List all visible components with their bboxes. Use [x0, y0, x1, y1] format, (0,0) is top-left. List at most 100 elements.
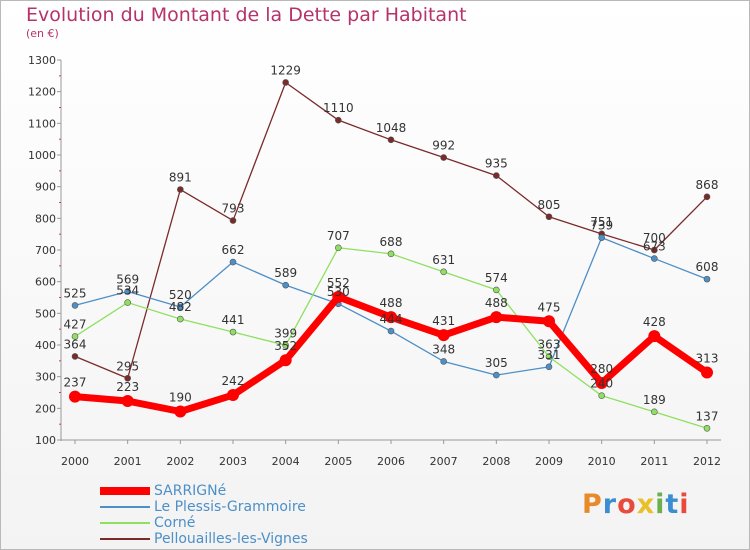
data-label-le-plessis-grammoire: 569	[116, 272, 139, 286]
x-tick-label: 2002	[166, 455, 194, 468]
data-label-corn-: 482	[169, 300, 192, 314]
y-tick-label: 600	[35, 276, 56, 289]
y-tick-label: 100	[35, 434, 56, 447]
data-point-le-plessis-grammoire	[229, 258, 237, 266]
data-point-le-plessis-grammoire	[440, 358, 447, 365]
y-tick-label: 700	[35, 244, 56, 257]
data-point-corn-	[387, 250, 395, 258]
legend-label: Le Plessis-Grammoire	[154, 499, 306, 515]
y-tick-label: 800	[35, 212, 56, 225]
data-point-sarrign-	[174, 405, 187, 418]
data-point-le-plessis-grammoire	[177, 303, 184, 311]
y-tick-label: 500	[35, 307, 56, 320]
data-point-le-plessis-grammoire	[71, 302, 79, 309]
data-point-sarrign-	[490, 311, 503, 324]
data-point-sarrign-	[595, 377, 608, 389]
data-label-pellouailles-les-vignes: 935	[485, 157, 508, 171]
legend-swatch	[100, 487, 150, 495]
data-point-sarrign-	[385, 311, 397, 324]
data-point-sarrign-	[648, 330, 661, 343]
data-point-corn-	[124, 299, 131, 306]
data-point-corn-	[282, 342, 289, 349]
data-label-le-plessis-grammoire: 589	[274, 266, 297, 280]
data-label-corn-: 574	[485, 271, 508, 285]
data-label-pellouailles-les-vignes: 1229	[270, 63, 301, 77]
data-label-sarrign-: 475	[538, 300, 561, 314]
legend-swatch	[100, 506, 150, 508]
data-point-le-plessis-grammoire	[282, 281, 289, 289]
x-tick-label: 2006	[377, 455, 405, 468]
data-point-corn-	[71, 333, 79, 340]
data-label-pellouailles-les-vignes: 805	[538, 198, 561, 212]
data-label-sarrign-: 237	[64, 376, 87, 390]
data-label-pellouailles-les-vignes: 992	[432, 139, 455, 153]
data-point-le-plessis-grammoire	[651, 255, 658, 262]
data-point-pellouailles-les-vignes	[651, 246, 658, 254]
data-label-sarrign-: 313	[696, 352, 719, 366]
data-label-corn-: 441	[222, 313, 245, 327]
data-label-le-plessis-grammoire: 530	[327, 285, 350, 299]
data-point-le-plessis-grammoire	[703, 275, 711, 283]
data-point-corn-	[440, 268, 447, 276]
data-point-pellouailles-les-vignes	[335, 116, 342, 124]
x-tick-label: 2009	[535, 455, 563, 468]
data-label-le-plessis-grammoire: 739	[590, 219, 613, 233]
legend-label: Pellouailles-les-Vignes	[154, 531, 308, 547]
data-point-le-plessis-grammoire	[493, 371, 500, 379]
data-label-le-plessis-grammoire: 525	[64, 286, 87, 300]
data-point-corn-	[703, 424, 711, 432]
data-point-pellouailles-les-vignes	[493, 172, 500, 179]
data-label-pellouailles-les-vignes: 295	[116, 359, 139, 373]
data-label-le-plessis-grammoire: 520	[169, 288, 192, 302]
data-label-corn-: 688	[380, 235, 403, 249]
y-tick-label: 1200	[28, 86, 56, 99]
data-point-sarrign-	[279, 354, 292, 367]
x-tick-label: 2010	[588, 455, 616, 468]
x-tick-label: 2012	[693, 455, 721, 468]
data-label-pellouailles-les-vignes: 793	[222, 202, 245, 216]
legend-swatch	[100, 522, 150, 524]
data-point-corn-	[545, 353, 553, 361]
data-label-le-plessis-grammoire: 331	[538, 348, 561, 362]
legend-label: Corné	[154, 515, 196, 531]
x-tick-label: 2011	[640, 455, 668, 468]
data-point-sarrign-	[543, 315, 555, 328]
data-label-sarrign-: 488	[485, 296, 508, 310]
data-label-corn-: 427	[64, 317, 87, 331]
data-label-sarrign-: 352	[274, 339, 297, 353]
data-point-sarrign-	[227, 389, 239, 402]
data-label-corn-: 137	[696, 409, 719, 423]
x-tick-label: 2001	[114, 455, 142, 468]
data-label-le-plessis-grammoire: 305	[485, 356, 508, 370]
data-point-corn-	[229, 328, 237, 336]
x-tick-label: 2008	[482, 455, 510, 468]
data-point-le-plessis-grammoire	[124, 288, 131, 295]
data-point-sarrign-	[437, 329, 450, 342]
data-label-le-plessis-grammoire: 444	[380, 312, 403, 326]
data-point-pellouailles-les-vignes	[282, 79, 289, 86]
data-label-corn-: 240	[590, 377, 613, 391]
data-point-pellouailles-les-vignes	[229, 217, 237, 224]
data-label-sarrign-: 488	[380, 296, 403, 310]
data-label-le-plessis-grammoire: 673	[643, 240, 666, 254]
y-tick-label: 200	[35, 402, 56, 415]
data-point-corn-	[598, 392, 605, 399]
data-point-sarrign-	[121, 395, 134, 408]
data-label-corn-: 631	[432, 253, 455, 267]
data-point-pellouailles-les-vignes	[387, 136, 395, 144]
y-tick-label: 1100	[28, 117, 56, 130]
data-label-sarrign-: 190	[169, 391, 192, 405]
legend-swatch	[100, 538, 150, 540]
data-label-corn-: 534	[116, 284, 139, 298]
data-label-sarrign-: 431	[432, 314, 455, 328]
chart-subtitle: (en €)	[26, 27, 59, 40]
chart-title: Evolution du Montant de la Dette par Hab…	[26, 4, 467, 26]
y-tick-label: 900	[35, 181, 56, 194]
data-label-pellouailles-les-vignes: 1110	[323, 101, 354, 115]
data-point-le-plessis-grammoire	[387, 327, 395, 335]
x-tick-label: 2000	[61, 455, 89, 468]
data-point-corn-	[177, 315, 184, 323]
data-label-corn-: 189	[643, 393, 666, 407]
